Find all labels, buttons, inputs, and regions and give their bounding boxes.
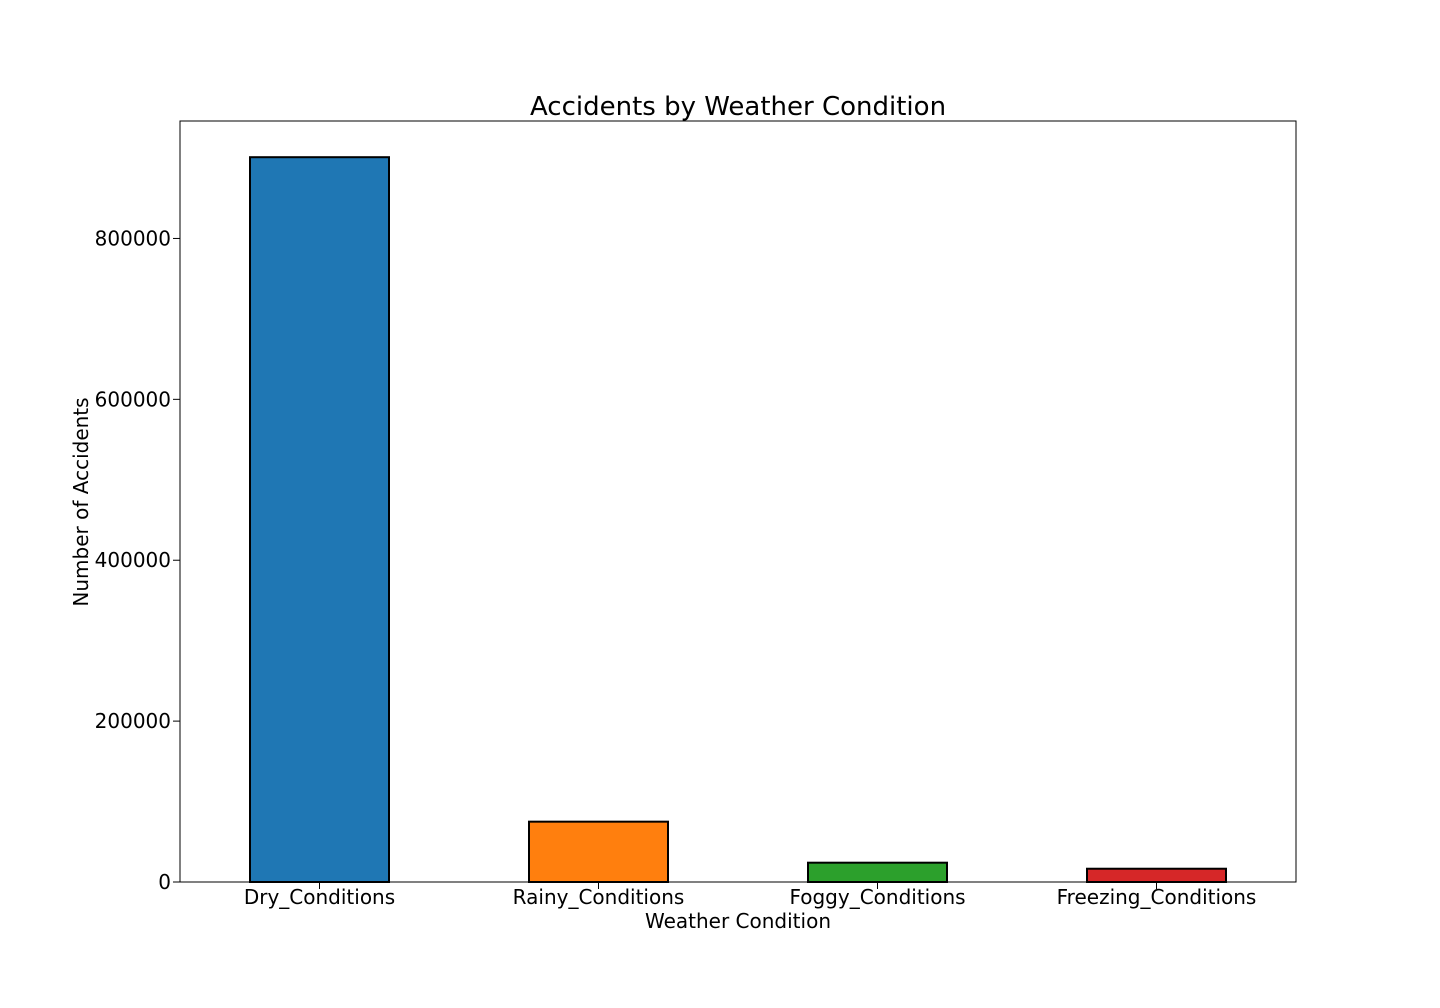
bar-foggy-conditions (807, 861, 948, 883)
bar-freezing-conditions (1086, 867, 1227, 884)
x-axis: Dry_Conditions Rainy_Conditions Foggy_Cond… (244, 882, 1257, 909)
x-tick-label: Foggy_Conditions (789, 885, 965, 909)
y-tick-label: 800000 (95, 226, 171, 250)
bar-rainy-conditions (528, 820, 669, 883)
y-tick-label: 600000 (95, 387, 171, 411)
y-axis: 0 200000 400000 600000 800000 (95, 226, 180, 894)
y-tick-label: 200000 (95, 709, 171, 733)
plot-frame (179, 120, 1297, 883)
bar-dry-conditions (249, 156, 390, 884)
bars-layer (249, 156, 1227, 884)
x-tick-label: Freezing_Conditions (1057, 885, 1257, 909)
x-tick-label: Dry_Conditions (244, 885, 395, 909)
y-tick-label: 400000 (95, 548, 171, 572)
chart-title: Accidents by Weather Condition (530, 92, 946, 122)
y-tick-label: 0 (158, 870, 171, 894)
x-tick-label: Rainy_Conditions (513, 885, 685, 909)
x-axis-label: Weather Condition (645, 909, 831, 933)
y-axis-label: Number of Accidents (69, 397, 93, 606)
